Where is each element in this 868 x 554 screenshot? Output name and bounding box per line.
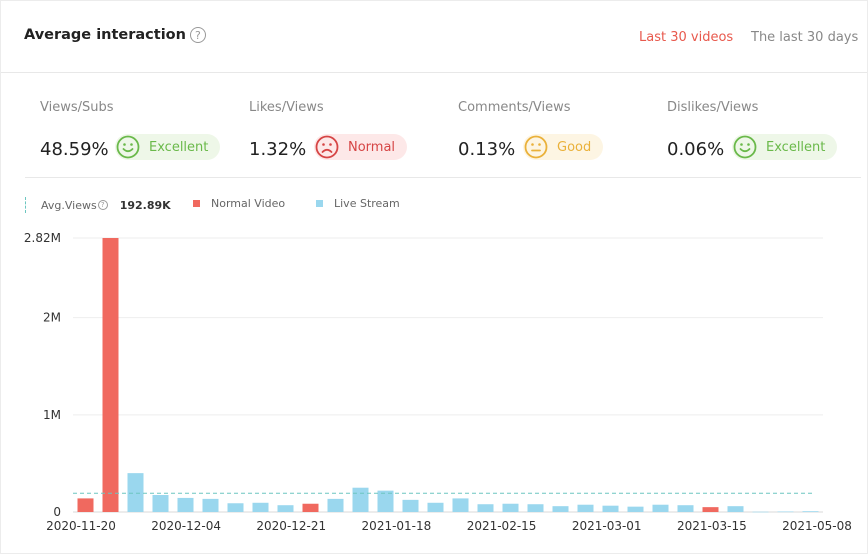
live-stream-bar[interactable] [577,504,594,512]
legend-avg-views[interactable]: Avg.Views ? 192.89K [25,197,171,213]
tab-last-30-videos[interactable]: Last 30 videos [639,30,734,45]
normal-video-bar[interactable] [102,238,119,512]
legend-avg-value: 192.89K [119,198,171,212]
x-tick-label: 2020-12-21 [256,519,326,533]
card-header: Average interaction ? Last 30 videos The… [1,1,867,73]
frown-icon [315,135,339,159]
metric-value: 1.32% [249,139,307,160]
rating-badge: Good [523,134,604,160]
live-stream-bar[interactable] [327,498,344,512]
rating-label: Good [557,139,592,155]
metric-label: Likes/Views [249,100,324,115]
neutral-icon [524,135,548,159]
x-tick-label: 2021-02-15 [467,519,537,533]
y-tick-label: 2M [43,311,61,325]
rating-badge: Excellent [115,134,221,160]
x-tick-label: 2021-05-08 [782,519,852,533]
live-stream-bar[interactable] [527,504,544,512]
normal-video-bar[interactable] [77,498,94,512]
y-tick-label: 2.82M [24,231,61,245]
live-stream-bar[interactable] [802,511,819,512]
live-stream-bar[interactable] [727,506,744,512]
metric-value: 0.06% [667,139,725,160]
live-stream-bar[interactable] [377,490,394,512]
live-stream-bar[interactable] [227,503,244,512]
x-axis-labels: 2020-11-20 2020-12-04 2020-12-21 2021-01-18… [46,519,852,533]
live-stream-bar[interactable] [652,504,669,512]
normal-video-bar[interactable] [702,507,719,512]
live-stream-bar[interactable] [277,505,294,512]
live-stream-bar[interactable] [477,504,494,512]
x-tick-label: 2021-01-18 [362,519,432,533]
rating-badge: Excellent [732,134,838,160]
live-stream-bar[interactable] [752,511,769,513]
card-title-text: Average interaction [24,27,186,43]
metric-value: 0.13% [458,139,516,160]
x-tick-label: 2020-12-04 [151,519,221,533]
live-stream-bar[interactable] [127,473,144,512]
smile-icon [116,135,140,159]
rating-label: Excellent [766,139,826,155]
tab-last-30-days[interactable]: The last 30 days [751,30,859,45]
y-axis-labels: 0 1M 2M 2.82M [24,231,61,519]
metric-label: Dislikes/Views [667,100,759,115]
x-tick-label: 2020-11-20 [46,519,116,533]
legend-live-stream[interactable]: Live Stream [316,197,400,210]
x-tick-label: 2021-03-01 [572,519,642,533]
rating-label: Excellent [149,139,209,155]
metrics-row: Views/Subs 48.59% Excellent Likes/Views … [25,73,861,178]
y-tick-label: 0 [53,505,61,519]
live-stream-bar[interactable] [552,506,569,512]
live-stream-swatch [316,200,323,207]
rating-badge: Normal [314,134,408,160]
metric-label: Views/Subs [40,100,114,115]
normal-video-swatch [193,200,200,207]
chart-bars [77,238,819,513]
live-stream-bar[interactable] [352,487,369,512]
legend-live-label: Live Stream [334,197,400,210]
live-stream-bar[interactable] [627,506,644,512]
avg-line-marker [25,197,26,213]
rating-label: Normal [348,139,396,155]
bar-chart: 0 1M 2M 2.82M 2020-11-20 2020-12-04 2020-12-2… [24,231,852,533]
live-stream-bar[interactable] [602,505,619,512]
normal-video-bar[interactable] [302,503,319,512]
x-tick-label: 2021-03-15 [677,519,747,533]
metric-value: 48.59% [40,139,109,160]
live-stream-bar[interactable] [177,497,194,512]
metric-label: Comments/Views [458,100,571,115]
live-stream-bar[interactable] [202,498,219,512]
card-title: Average interaction ? [24,27,206,43]
live-stream-bar[interactable] [677,505,694,512]
live-stream-bar[interactable] [502,503,519,512]
legend-avg-label: Avg.Views [41,198,97,212]
smile-icon [733,135,757,159]
live-stream-bar[interactable] [402,499,419,512]
live-stream-bar[interactable] [427,502,444,512]
live-stream-bar[interactable] [252,502,269,512]
legend-normal-label: Normal Video [211,197,286,210]
live-stream-bar[interactable] [452,498,469,512]
legend-normal-video[interactable]: Normal Video [193,197,285,210]
help-icon[interactable]: ? [189,27,206,43]
live-stream-bar[interactable] [152,494,169,512]
chart-gridlines [73,237,823,513]
help-icon[interactable]: ? [97,200,108,210]
y-tick-label: 1M [43,408,61,422]
live-stream-bar[interactable] [777,511,794,513]
